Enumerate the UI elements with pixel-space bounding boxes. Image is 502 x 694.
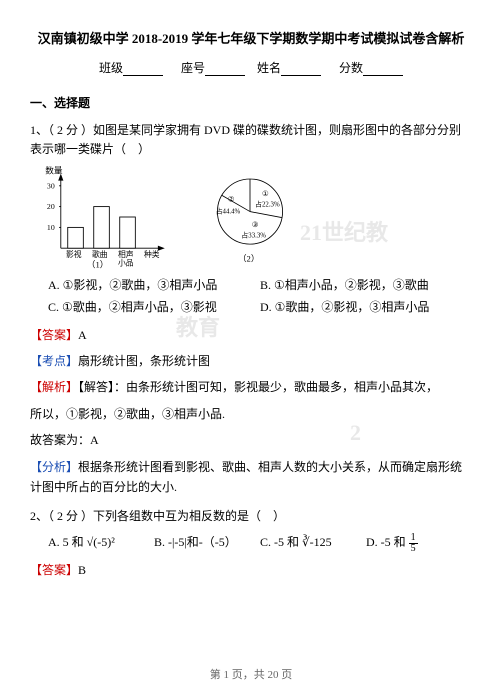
bar-chart: 数量 10 20 30 影视 歌曲 相声 小品 种类 （1） [40,165,170,269]
q2-answer: 【答案】B [30,560,472,580]
q2-opt-c: C. -5 和 ∛-125 [260,532,366,554]
q2-a-root: √(-5)² [87,535,115,549]
bar-y-label: 数量 [45,165,63,176]
q2-opt-b: B. -|-5|和-（-5） [154,532,260,554]
q1-stem: 1、（ 2 分 ）如图是某同学家拥有 DVD 碟的碟数统计图，则扇形图中的各部分… [30,121,472,159]
svg-text:20: 20 [47,203,55,212]
pie-chart: ① 占22.3% ② 占44.4% ③ 占33.3% （2） [190,167,310,270]
pie-label-2: ② [228,194,235,203]
q1-jiexi-2: 所以，①影视，②歌曲，③相声小品. [30,404,472,424]
pie-pct-2: 占44.4% [216,206,241,215]
svg-text:10: 10 [47,223,55,232]
fenxi-text: 根据条形统计图看到影视、歌曲、相声人数的大小关系，从而确定扇形统计图中所占的百分… [30,460,462,494]
label-score: 分数 [339,61,363,75]
q2-opt-a: A. 5 和 √(-5)² [48,532,154,554]
bar-cat-2: 歌曲 [92,249,108,259]
label-seat: 座号 [181,61,205,75]
answer-value: A [78,328,87,342]
q1-options: A. ①影视，②歌曲，③相声小品 B. ①相声小品，②影视，③歌曲 C. ①歌曲… [48,275,472,318]
bar-cat-3b: 小品 [118,259,134,268]
pie-label-1: ① [262,189,269,198]
charts-row: 数量 10 20 30 影视 歌曲 相声 小品 种类 （1） [40,165,472,269]
kaodian-text: 扇形统计图，条形统计图 [78,354,210,368]
q1-fenxi: 【分析】根据条形统计图看到影视、歌曲、相声人数的大小关系，从而确定扇形统计图中所… [30,457,472,498]
blank-class[interactable] [123,64,163,76]
fraction-icon: 15 [409,533,418,554]
blank-name[interactable] [281,64,321,76]
svg-text:30: 30 [47,182,55,191]
q2-opt-d: D. -5 和 15 [366,532,472,554]
blank-seat[interactable] [205,64,245,76]
pie-label-3: ③ [252,220,259,229]
bar-3 [120,217,136,248]
jiexi-label: 【解析】 [30,380,78,394]
label-class: 班级 [99,61,123,75]
q2-options: A. 5 和 √(-5)² B. -|-5|和-（-5） C. -5 和 ∛-1… [48,532,472,554]
q2-c-root: ∛-125 [302,535,332,549]
kaodian-label: 【考点】 [30,354,78,368]
fill-line: 班级 座号 姓名 分数 [30,59,472,76]
bar-sublabel: （1） [87,260,109,270]
bar-cat-1: 影视 [66,249,82,259]
frac-d: 5 [409,544,418,554]
bar-1 [68,228,84,249]
q2-c-pre: C. -5 和 [260,535,302,549]
bar-cat-3: 相声 [118,249,134,259]
q1-opt-b: B. ①相声小品，②影视，③歌曲 [260,275,472,297]
bar-2 [94,207,110,249]
pie-pct-3: 占33.3% [241,230,266,239]
answer2-label: 【答案】 [30,563,78,577]
page-footer: 第 1 页，共 20 页 [0,666,502,682]
pie-sublabel: （2） [238,253,259,263]
answer2-value: B [78,563,86,577]
section-1-heading: 一、选择题 [30,94,472,111]
label-name: 姓名 [257,61,281,75]
fenxi-label: 【分析】 [30,460,78,474]
q1-kaodian: 【考点】扇形统计图，条形统计图 [30,351,472,371]
q2-stem: 2、（ 2 分 ）下列各组数中互为相反数的是（ ） [30,507,472,526]
doc-title: 汉南镇初级中学 2018-2019 学年七年级下学期数学期中考试模拟试卷含解析 [30,28,472,47]
q1-jiexi-3: 故答案为：A [30,430,472,450]
answer-label: 【答案】 [30,328,78,342]
q2-d-pre: D. -5 和 [366,535,409,549]
pie-pct-1: 占22.3% [255,199,280,208]
q1-jiexi: 【解析】【解答】：由条形统计图可知，影视最少，歌曲最多，相声小品其次， [30,377,472,397]
q1-answer: 【答案】A [30,325,472,345]
blank-score[interactable] [363,64,403,76]
q1-opt-a: A. ①影视，②歌曲，③相声小品 [48,275,260,297]
jiexi-head: 【解答】：由条形统计图可知，影视最少，歌曲最多，相声小品其次， [78,380,438,394]
bar-xlab: 种类 [144,249,160,259]
q2-a-pre: A. 5 和 [48,535,87,549]
q1-opt-c: C. ①歌曲，②相声小品，③影视 [48,297,260,319]
q1-opt-d: D. ①歌曲，②影视，③相声小品 [260,297,472,319]
page-container: 汉南镇初级中学 2018-2019 学年七年级下学期数学期中考试模拟试卷含解析 … [0,0,502,607]
